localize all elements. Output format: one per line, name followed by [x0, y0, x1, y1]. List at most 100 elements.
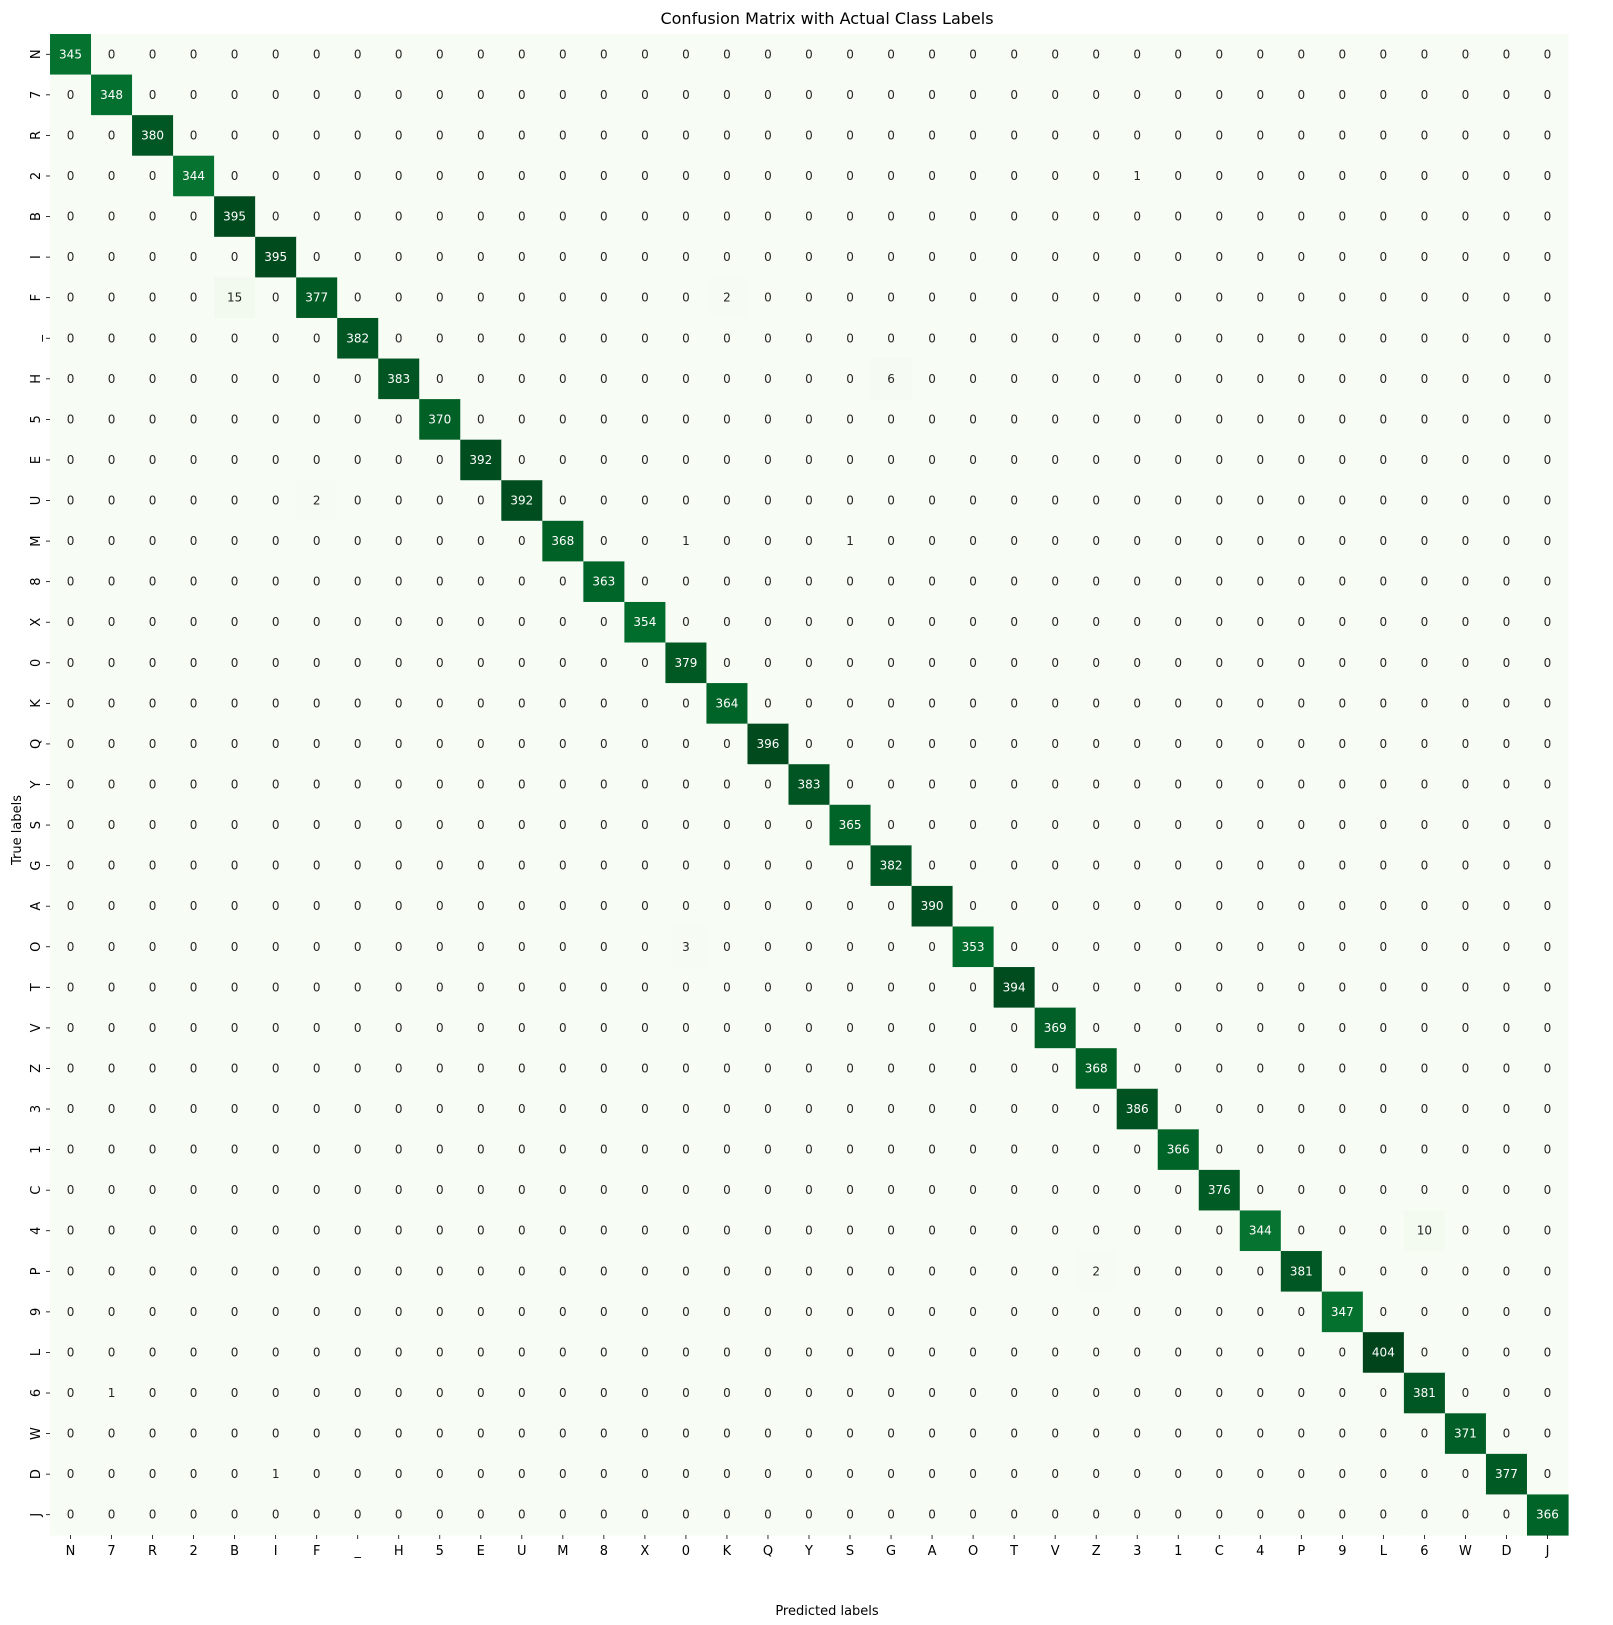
- cell-value-label: 0: [354, 47, 362, 61]
- cell-value-label: 0: [1462, 1386, 1470, 1400]
- cell-value-label: 0: [436, 1061, 444, 1075]
- cell-value-label: 0: [559, 1224, 567, 1238]
- cell-value-label: 0: [1010, 494, 1018, 508]
- heatmap-cell: [1034, 1210, 1077, 1252]
- cell-value-label: 0: [313, 1508, 321, 1522]
- heatmap-cell: [214, 845, 256, 887]
- cell-value-label: 0: [723, 169, 731, 183]
- heatmap-cell: [1075, 1007, 1118, 1049]
- cell-value-label: 0: [764, 88, 772, 102]
- heatmap-cell: [1403, 520, 1446, 562]
- cell-value-label: 0: [641, 291, 649, 305]
- heatmap-cell: [419, 1372, 461, 1414]
- cell-value-label: 0: [682, 1386, 690, 1400]
- heatmap-cell: [870, 642, 913, 684]
- cell-value-label: 0: [354, 818, 362, 832]
- heatmap-cell: [788, 196, 831, 238]
- cell-value-label: 0: [887, 656, 895, 670]
- cell-value-label: 0: [1092, 453, 1100, 467]
- cell-value-label: 0: [436, 1508, 444, 1522]
- y-tick-label: 3: [29, 1105, 44, 1113]
- heatmap-cell: [91, 439, 133, 481]
- heatmap-cell: [542, 1372, 584, 1414]
- heatmap-cell: [1321, 1291, 1364, 1333]
- y-tick-label: 2: [29, 172, 44, 180]
- heatmap-cell: [1034, 358, 1077, 400]
- heatmap-cell: [1239, 1129, 1282, 1171]
- heatmap-cell: [1280, 1291, 1323, 1333]
- cell-value-label: 0: [805, 47, 813, 61]
- heatmap-cell: [460, 480, 502, 522]
- cell-value-label: 0: [1051, 1345, 1059, 1359]
- heatmap-cell: [1198, 967, 1241, 1009]
- heatmap-cell: [788, 34, 831, 76]
- heatmap-cell: [460, 520, 502, 562]
- cell-value-label: 0: [1051, 1427, 1059, 1441]
- cell-value-label: 0: [272, 210, 280, 224]
- cell-value-label: 0: [395, 169, 403, 183]
- cell-value-label: 0: [1215, 1061, 1223, 1075]
- heatmap-cell: [952, 480, 995, 522]
- cell-value-label: 0: [477, 696, 485, 710]
- heatmap-cell: [1198, 236, 1241, 279]
- heatmap-cell: [1157, 601, 1200, 644]
- heatmap-cell: [1075, 439, 1118, 481]
- heatmap-cell: [624, 967, 667, 1009]
- x-tick-label: X: [640, 1544, 649, 1559]
- cell-value-label: 0: [518, 940, 526, 954]
- heatmap-cell: [91, 1332, 133, 1374]
- heatmap-cell: [419, 1007, 461, 1049]
- cell-value-label: 0: [1462, 291, 1470, 305]
- heatmap-cell: [337, 520, 379, 562]
- cell-value-label: 0: [805, 1427, 813, 1441]
- cell-value-label: 0: [1133, 494, 1141, 508]
- heatmap-cell: [1034, 1494, 1077, 1536]
- heatmap-cell: [296, 196, 338, 238]
- heatmap-cell: [870, 683, 913, 725]
- heatmap-cell: [50, 723, 92, 765]
- cell-value-label: 0: [559, 575, 567, 589]
- cell-value-label: 0: [641, 1021, 649, 1035]
- cell-value-label: 0: [969, 331, 977, 345]
- heatmap-cell: [952, 520, 995, 562]
- cell-value-label: 0: [1010, 453, 1018, 467]
- cell-value-label: 0: [969, 1143, 977, 1157]
- heatmap-cell: [665, 845, 708, 887]
- cell-value-label: 365: [839, 818, 862, 832]
- cell-value-label: 0: [1503, 737, 1511, 751]
- heatmap-cell: [1198, 1129, 1241, 1171]
- cell-value-label: 0: [1215, 291, 1223, 305]
- cell-value-label: 0: [1297, 818, 1305, 832]
- cell-value-label: 0: [1380, 1467, 1388, 1481]
- cell-value-label: 0: [518, 1467, 526, 1481]
- heatmap-cell: [583, 1088, 625, 1130]
- heatmap-cell: [1362, 642, 1405, 684]
- cell-value-label: 0: [231, 1345, 239, 1359]
- heatmap-cell: [132, 317, 174, 360]
- cell-value-label: 0: [682, 818, 690, 832]
- cell-value-label: 0: [1256, 169, 1264, 183]
- heatmap-cell: [952, 804, 995, 846]
- heatmap-cell: [706, 764, 749, 806]
- cell-value-label: 0: [1133, 412, 1141, 426]
- heatmap-cell: [1485, 74, 1528, 116]
- cell-value-label: 0: [1339, 656, 1347, 670]
- heatmap-cell: [1321, 1169, 1364, 1212]
- y-tick-label: G: [29, 861, 44, 871]
- heatmap-cell: [993, 561, 1036, 603]
- heatmap-cell: [296, 1129, 338, 1171]
- heatmap-cell: [1034, 236, 1077, 279]
- heatmap-cell: [50, 845, 92, 887]
- heatmap-cell: [378, 804, 420, 846]
- heatmap-cell: [419, 601, 461, 644]
- heatmap-cell: [1403, 1251, 1446, 1293]
- cell-value-label: 0: [1297, 1345, 1305, 1359]
- heatmap-cell: [1239, 561, 1282, 603]
- heatmap-cell: [214, 34, 256, 76]
- cell-value-label: 0: [1380, 778, 1388, 792]
- heatmap-cell: [1239, 1007, 1282, 1049]
- heatmap-cell: [952, 277, 995, 319]
- heatmap-cell: [829, 926, 872, 968]
- heatmap-cell: [542, 601, 584, 644]
- cell-value-label: 0: [1462, 1102, 1470, 1116]
